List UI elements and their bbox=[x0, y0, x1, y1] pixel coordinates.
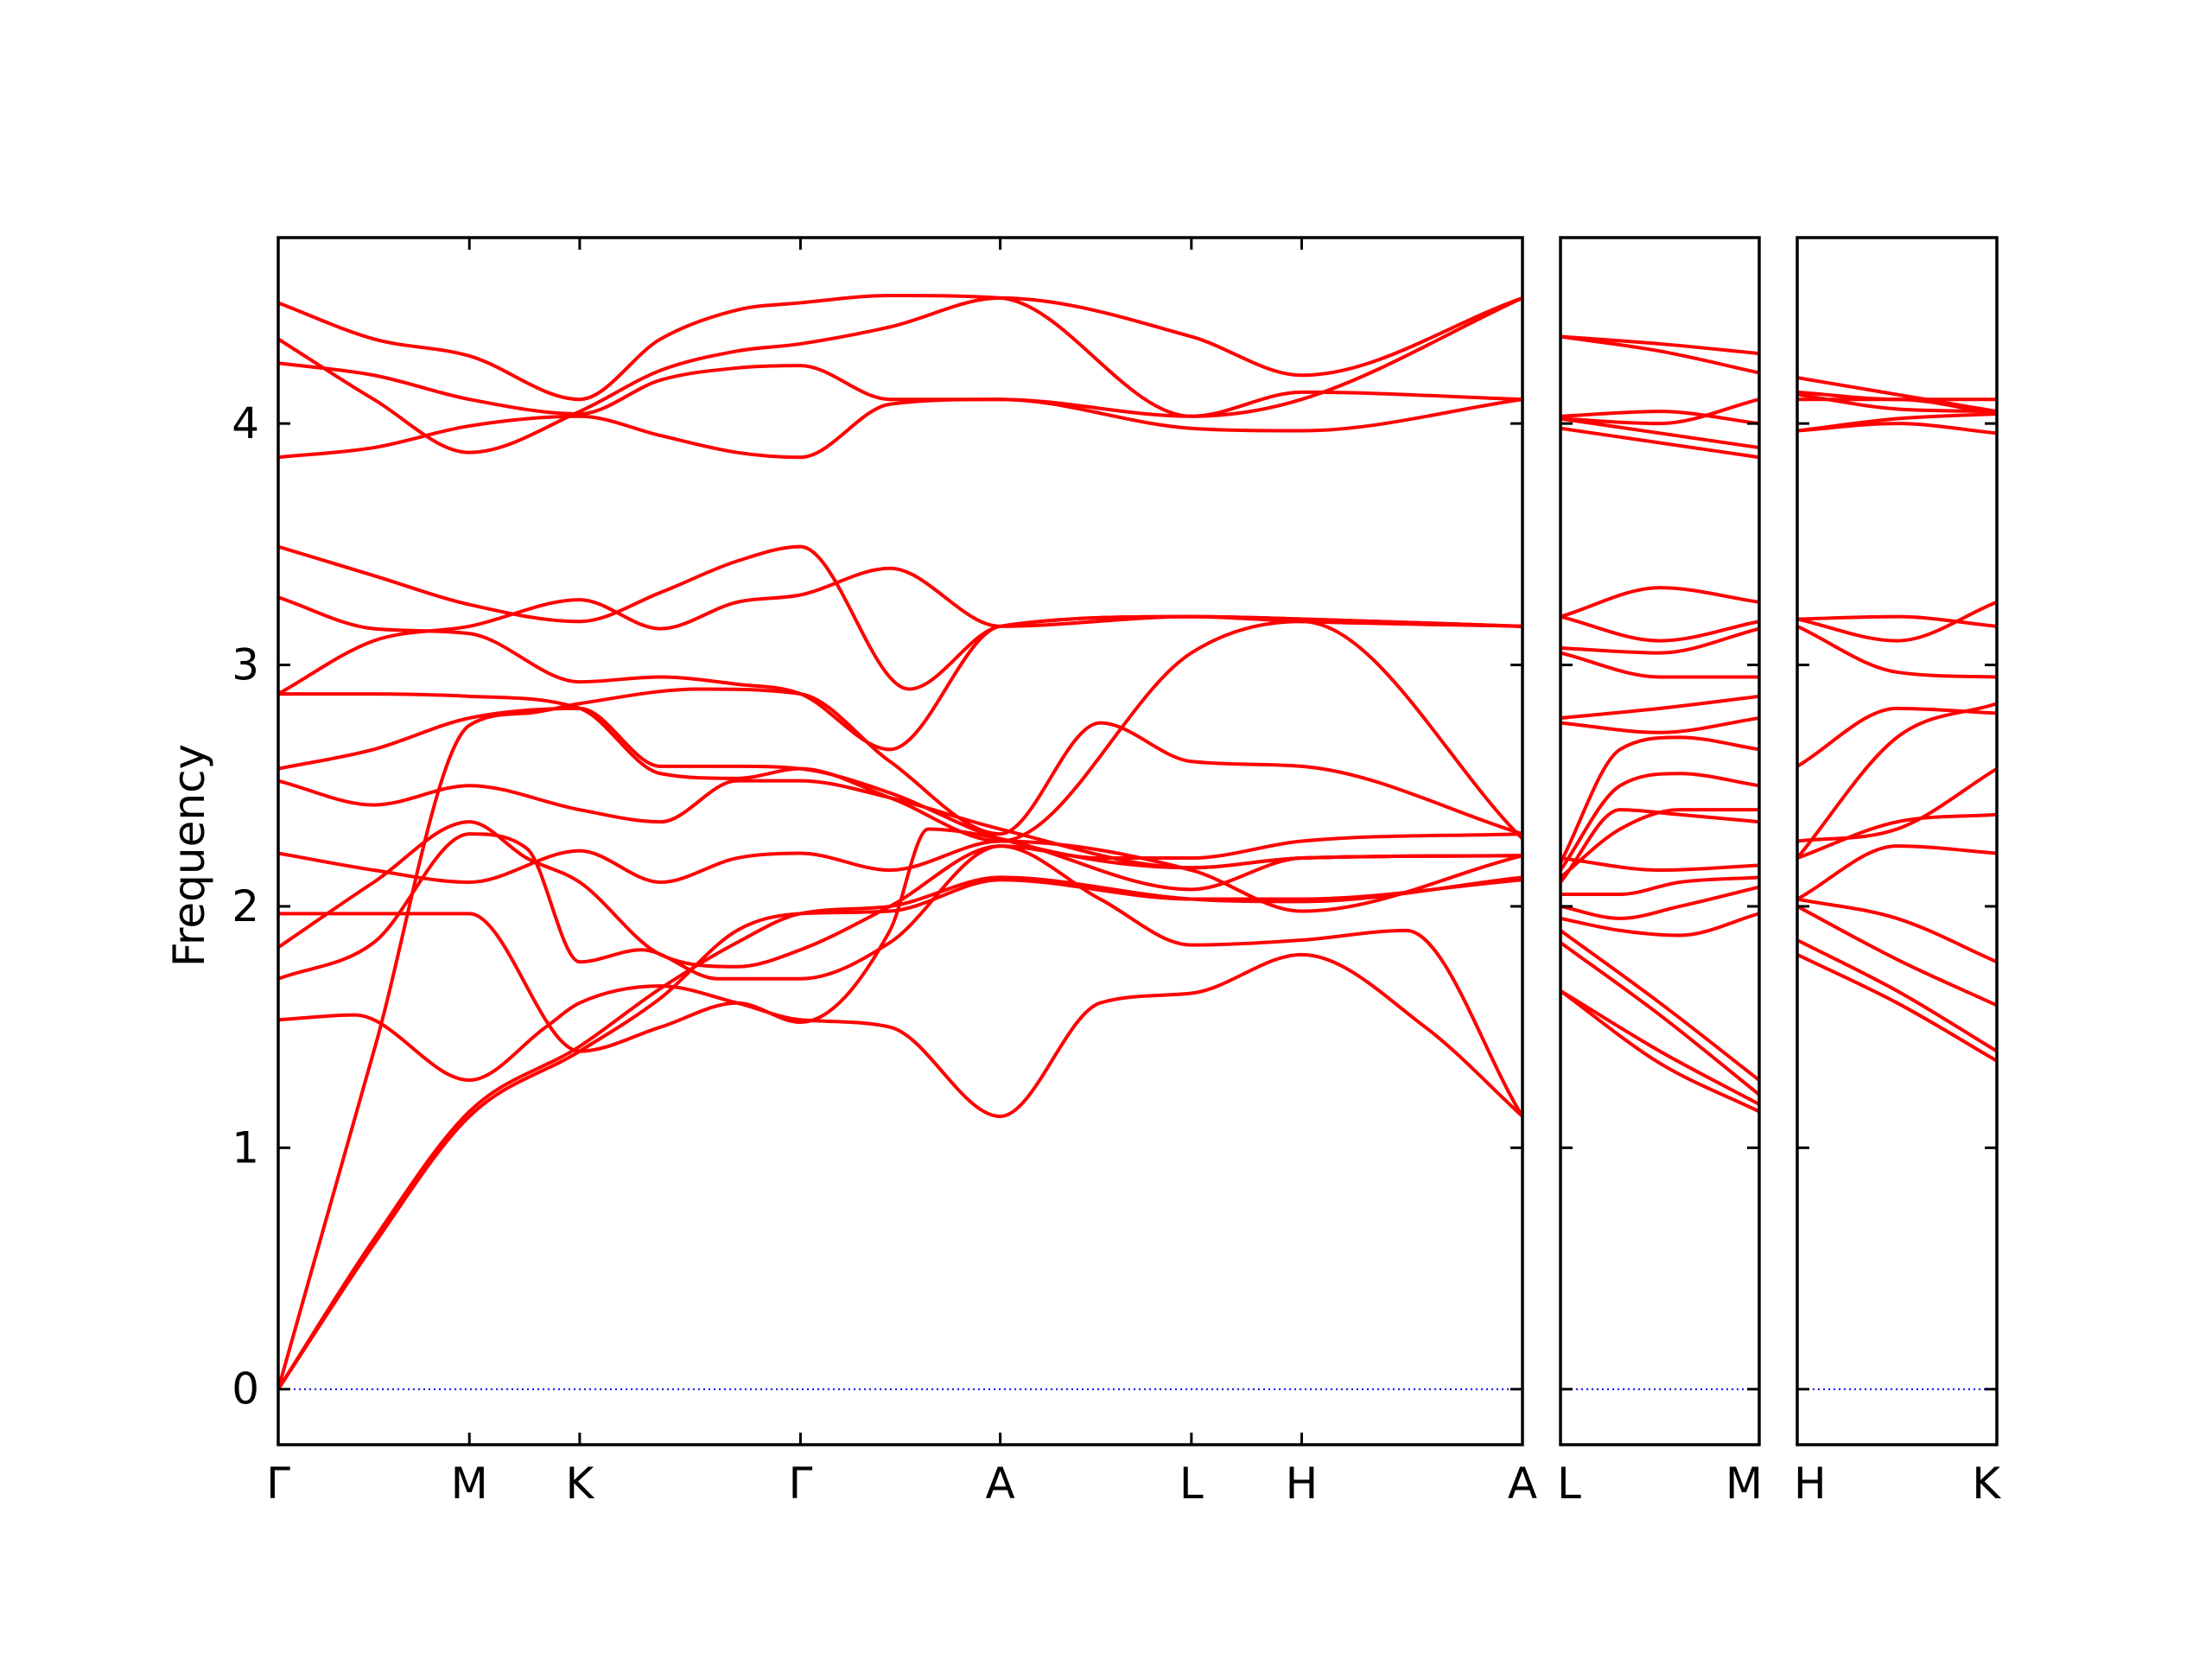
phonon-band bbox=[1560, 875, 1759, 896]
high-symmetry-label: H bbox=[1286, 1459, 1319, 1509]
phonon-band bbox=[1560, 626, 1759, 655]
phonon-band bbox=[1560, 772, 1759, 873]
phonon-band bbox=[1797, 844, 1997, 901]
phonon-band bbox=[1560, 988, 1759, 1114]
high-symmetry-label: K bbox=[1972, 1459, 2001, 1509]
panel-frame bbox=[1796, 236, 1999, 1446]
phonon-band bbox=[1797, 766, 1997, 843]
phonon-band bbox=[1797, 938, 1997, 1053]
phonon-band bbox=[278, 820, 1522, 1119]
panel-frame bbox=[276, 236, 1524, 1446]
phonon-band bbox=[1797, 952, 1997, 1063]
band-group bbox=[1560, 334, 1759, 1114]
phonon-band bbox=[1560, 928, 1759, 1083]
phonon-band bbox=[278, 839, 1522, 913]
phonon-band bbox=[1797, 392, 1997, 414]
panel-1: 0 1 2 3 4 Γ M K Γ A L H A bbox=[232, 236, 1537, 1509]
phonon-band bbox=[278, 294, 1522, 418]
phonon-band bbox=[1797, 614, 1997, 628]
y-tick-label: 2 bbox=[232, 881, 259, 931]
phonon-band bbox=[1560, 334, 1759, 356]
phonon-band bbox=[278, 827, 1522, 1053]
phonon-band bbox=[278, 620, 1522, 843]
phonon-band bbox=[1560, 912, 1759, 938]
phonon-band bbox=[1560, 808, 1759, 884]
phonon-band bbox=[1560, 940, 1759, 1096]
phonon-band bbox=[1560, 426, 1759, 460]
phonon-band bbox=[1560, 716, 1759, 734]
y-tick-label: 0 bbox=[232, 1364, 259, 1414]
phonon-band bbox=[1797, 702, 1997, 861]
phonon-band bbox=[1560, 988, 1759, 1107]
high-symmetry-label: M bbox=[451, 1459, 488, 1509]
phonon-band bbox=[1560, 694, 1759, 721]
phonon-band bbox=[1560, 410, 1759, 426]
phonon-band bbox=[1560, 651, 1759, 679]
high-symmetry-label: H bbox=[1794, 1459, 1827, 1509]
phonon-band bbox=[1560, 614, 1759, 643]
y-tick-label: 1 bbox=[232, 1122, 259, 1173]
high-symmetry-label: A bbox=[985, 1459, 1014, 1509]
phonon-band bbox=[1560, 856, 1759, 873]
phonon-band bbox=[278, 361, 1522, 418]
band-group bbox=[278, 294, 1522, 1391]
phonon-band bbox=[278, 397, 1522, 460]
phonon-band bbox=[1560, 586, 1759, 619]
phonon-band bbox=[278, 952, 1522, 1119]
phonon-band bbox=[278, 875, 1522, 1391]
high-symmetry-label: Γ bbox=[788, 1459, 812, 1509]
phonon-band bbox=[1797, 812, 1997, 861]
phonon-band bbox=[1797, 624, 1997, 679]
phonon-band bbox=[1560, 808, 1759, 880]
phonon-band bbox=[278, 878, 1522, 1391]
high-symmetry-label: K bbox=[565, 1459, 594, 1509]
phonon-band bbox=[1797, 390, 1997, 402]
phonon-band bbox=[1797, 411, 1997, 433]
phonon-band bbox=[1797, 600, 1997, 643]
y-axis-title: Frequency bbox=[164, 744, 214, 967]
phonon-band bbox=[1560, 735, 1759, 865]
high-symmetry-label: M bbox=[1726, 1459, 1763, 1509]
phonon-band bbox=[278, 296, 1522, 454]
phonon-band bbox=[278, 544, 1522, 691]
high-symmetry-label: L bbox=[1179, 1459, 1204, 1509]
phonon-band bbox=[1560, 885, 1759, 920]
phonon-band bbox=[1560, 416, 1759, 450]
high-symmetry-label: L bbox=[1557, 1459, 1581, 1509]
y-tick-label: 4 bbox=[232, 398, 259, 448]
phonon-band bbox=[1797, 904, 1997, 1007]
phonon-band bbox=[278, 832, 1522, 981]
phonon-band bbox=[1560, 334, 1759, 375]
phonon-band bbox=[1560, 397, 1759, 426]
band-group bbox=[1797, 376, 1997, 1063]
y-tick-label: 3 bbox=[232, 640, 259, 690]
phonon-band bbox=[1797, 376, 1997, 414]
phonon-band bbox=[1797, 897, 1997, 964]
high-symmetry-label: Γ bbox=[266, 1459, 290, 1509]
panel-frame bbox=[1559, 236, 1761, 1446]
high-symmetry-label: A bbox=[1508, 1459, 1537, 1509]
